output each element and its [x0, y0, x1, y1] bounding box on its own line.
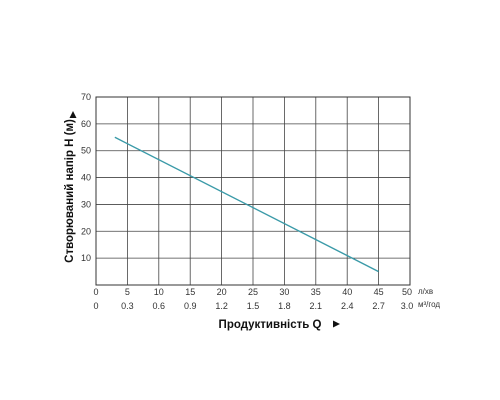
x-tick-label-secondary: 0 [93, 301, 98, 311]
x-tick-label-secondary: 2.7 [372, 301, 385, 311]
y-tick-label: 70 [81, 92, 91, 102]
y-axis-arrow-icon [69, 111, 77, 118]
x-tick-label: 5 [125, 287, 130, 297]
x-tick-label: 15 [185, 287, 195, 297]
y-tick-labels: 10 20 30 40 50 60 70 [81, 92, 91, 263]
x-unit-primary: л/хв [418, 287, 433, 296]
x-tick-label: 40 [342, 287, 352, 297]
x-tick-label: 25 [248, 287, 258, 297]
series-layer [114, 136, 379, 273]
x-tick-label: 0 [93, 287, 98, 297]
x-tick-label-secondary: 1.5 [247, 301, 260, 311]
x-tick-label: 10 [154, 287, 164, 297]
grid [96, 97, 410, 285]
y-tick-label: 10 [81, 253, 91, 263]
x-tick-label-secondary: 0.6 [153, 301, 166, 311]
y-tick-label: 20 [81, 226, 91, 236]
y-tick-label: 30 [81, 199, 91, 209]
x-unit-secondary: м³/год [418, 300, 440, 309]
x-tick-label: 20 [217, 287, 227, 297]
x-axis-title: Продуктивність Q [219, 319, 322, 331]
x-tick-label-secondary: 3.0 [401, 301, 414, 311]
y-tick-label: 50 [81, 146, 91, 156]
x-tick-label: 35 [311, 287, 321, 297]
y-tick-label: 40 [81, 173, 91, 183]
x-tick-labels-secondary: 0 0.3 0.6 0.9 1.2 1.5 1.8 2.1 2.4 2.7 3.0 [93, 301, 413, 311]
x-tick-label-secondary: 1.2 [215, 301, 228, 311]
x-tick-label-secondary: 2.1 [310, 301, 323, 311]
x-axis-arrow-icon [333, 320, 340, 328]
x-tick-label-secondary: 0.9 [184, 301, 197, 311]
x-tick-label: 30 [279, 287, 289, 297]
x-tick-labels-primary: 0 5 10 15 20 25 30 35 40 45 50 [93, 287, 412, 297]
y-tick-label: 60 [81, 119, 91, 129]
x-tick-label-secondary: 1.8 [278, 301, 291, 311]
series-line [114, 136, 379, 273]
plot-area-frame [95, 96, 411, 286]
y-axis-title: Створюваний напір H (м) [64, 119, 76, 263]
x-tick-label: 45 [374, 287, 384, 297]
x-tick-label: 50 [402, 287, 412, 297]
x-tick-label-secondary: 0.3 [121, 301, 134, 311]
x-tick-label-secondary: 2.4 [341, 301, 354, 311]
